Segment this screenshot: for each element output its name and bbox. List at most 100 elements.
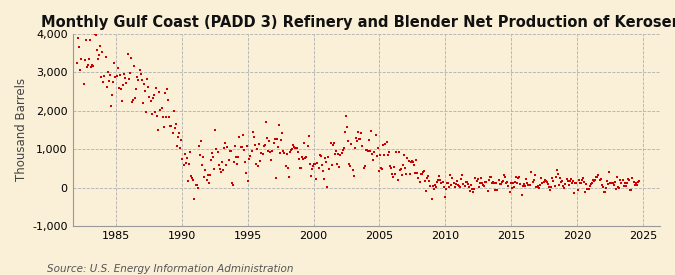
Point xyxy=(165,124,176,128)
Point xyxy=(240,160,250,164)
Point xyxy=(147,95,158,100)
Point xyxy=(496,180,507,185)
Point xyxy=(169,126,180,131)
Point xyxy=(439,195,450,199)
Point xyxy=(161,115,171,120)
Point xyxy=(212,150,223,154)
Point xyxy=(570,181,580,185)
Point xyxy=(546,185,557,189)
Point xyxy=(512,181,522,185)
Point xyxy=(473,185,484,189)
Point xyxy=(310,162,321,166)
Point xyxy=(448,181,459,185)
Point xyxy=(482,189,493,194)
Point xyxy=(527,180,538,184)
Point xyxy=(426,196,437,201)
Point xyxy=(73,35,84,40)
Point xyxy=(364,149,375,153)
Point xyxy=(91,48,102,53)
Point xyxy=(111,73,122,78)
Point xyxy=(177,157,188,161)
Point xyxy=(321,160,331,164)
Point xyxy=(110,75,121,79)
Point xyxy=(583,187,594,191)
Point xyxy=(522,183,533,188)
Point xyxy=(502,180,513,185)
Point xyxy=(302,143,313,148)
Point xyxy=(468,190,479,194)
Point xyxy=(101,84,112,89)
Point xyxy=(535,182,545,187)
Point xyxy=(587,178,598,182)
Title: Monthly Gulf Coast (PADD 3) Refinery and Blender Net Production of Kerosene: Monthly Gulf Coast (PADD 3) Refinery and… xyxy=(40,15,675,30)
Point xyxy=(82,63,93,67)
Point xyxy=(252,163,263,168)
Point xyxy=(331,149,342,153)
Point xyxy=(413,176,424,180)
Point xyxy=(317,163,327,167)
Point xyxy=(412,171,423,175)
Point xyxy=(385,164,396,169)
Point xyxy=(629,183,640,188)
Point xyxy=(182,156,192,160)
Point xyxy=(186,173,196,178)
Point xyxy=(597,185,608,189)
Point xyxy=(541,180,552,185)
Point xyxy=(136,77,147,82)
Point xyxy=(187,176,198,180)
Point xyxy=(558,183,569,188)
Point xyxy=(357,144,368,148)
Point xyxy=(599,190,610,194)
Point xyxy=(245,154,256,158)
Point xyxy=(267,149,278,153)
Point xyxy=(296,155,307,159)
Point xyxy=(117,98,128,103)
Point xyxy=(382,152,393,157)
Point xyxy=(313,166,324,170)
Point xyxy=(564,183,574,188)
Point xyxy=(572,188,583,192)
Point xyxy=(191,182,202,187)
Point xyxy=(574,180,585,185)
Point xyxy=(163,98,173,103)
Point xyxy=(373,169,384,174)
Point xyxy=(285,149,296,154)
Point xyxy=(531,185,542,189)
Point xyxy=(196,139,207,143)
Point xyxy=(329,152,340,156)
Point xyxy=(151,86,161,90)
Point xyxy=(94,53,105,57)
Point xyxy=(517,184,528,188)
Point xyxy=(342,125,352,129)
Point xyxy=(241,171,252,175)
Point xyxy=(493,178,504,183)
Point xyxy=(367,152,378,156)
Point xyxy=(178,162,189,167)
Point xyxy=(424,179,435,183)
Point xyxy=(514,175,524,180)
Point xyxy=(469,187,480,191)
Text: Source: U.S. Energy Information Administration: Source: U.S. Energy Information Administ… xyxy=(47,264,294,274)
Point xyxy=(441,186,452,191)
Point xyxy=(404,172,415,176)
Point xyxy=(602,179,613,183)
Point xyxy=(445,173,456,177)
Point xyxy=(100,55,111,59)
Point xyxy=(487,180,498,184)
Point xyxy=(200,167,211,172)
Point xyxy=(592,175,603,179)
Point xyxy=(211,147,222,151)
Point xyxy=(396,167,406,171)
Point xyxy=(231,155,242,160)
Point xyxy=(368,157,379,162)
Point xyxy=(390,172,401,176)
Point xyxy=(613,185,624,189)
Point xyxy=(115,86,126,91)
Point xyxy=(92,56,103,61)
Point xyxy=(141,110,152,114)
Point xyxy=(294,156,304,161)
Point xyxy=(98,80,109,84)
Point xyxy=(516,193,527,197)
Point xyxy=(490,188,501,192)
Point xyxy=(201,177,212,182)
